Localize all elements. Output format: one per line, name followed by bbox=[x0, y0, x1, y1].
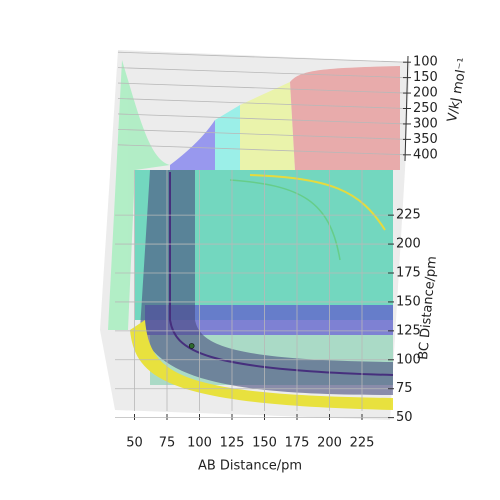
surface-rim bbox=[130, 320, 393, 410]
surface bbox=[108, 60, 400, 410]
surface-wall-left bbox=[108, 60, 170, 330]
x-tick-label: 75 bbox=[159, 436, 176, 451]
x-tick-label: 100 bbox=[187, 436, 212, 451]
contour bbox=[169, 172, 394, 376]
x-axis-label: AB Distance/pm bbox=[198, 459, 302, 474]
grid-line bbox=[117, 113, 407, 125]
grid-line bbox=[117, 98, 407, 109]
grid-line bbox=[117, 82, 407, 94]
point bbox=[188, 343, 195, 349]
z-tick-label: 300 bbox=[413, 116, 438, 131]
z-tick-label: 250 bbox=[413, 101, 438, 116]
x-tick-label: 150 bbox=[252, 436, 277, 451]
z-tick-label: 350 bbox=[413, 132, 438, 147]
z-tick-label: 400 bbox=[413, 147, 438, 162]
grid-line bbox=[117, 144, 407, 156]
y-tick-label: 175 bbox=[396, 266, 421, 281]
x-tick-label: 225 bbox=[350, 436, 375, 451]
y-tick-label: 50 bbox=[396, 410, 413, 425]
surface-wall-cyan bbox=[215, 105, 240, 170]
x-tick-label: 200 bbox=[317, 436, 342, 451]
x-tick-label: 50 bbox=[126, 436, 143, 451]
y-tick-label: 75 bbox=[396, 381, 413, 396]
y-tick-label: 100 bbox=[396, 352, 421, 367]
y-tick-label: 200 bbox=[396, 237, 421, 252]
surface-wall-blue bbox=[170, 120, 215, 170]
contour bbox=[249, 174, 386, 231]
x-tick-label: 175 bbox=[285, 436, 310, 451]
contour bbox=[229, 179, 341, 261]
z-tick-label: 150 bbox=[413, 70, 438, 85]
grid-line bbox=[117, 128, 407, 140]
z-axis-label: V/kJ mol⁻¹ bbox=[445, 57, 471, 124]
grid-line bbox=[117, 51, 407, 63]
z-tick-label: 100 bbox=[413, 55, 438, 70]
y-tick-label: 125 bbox=[396, 323, 421, 338]
grid-line bbox=[117, 67, 407, 79]
y-tick-label: 150 bbox=[396, 294, 421, 309]
y-tick-label: 225 bbox=[396, 208, 421, 223]
x-tick-label: 125 bbox=[220, 436, 245, 451]
z-tick-label: 200 bbox=[413, 86, 438, 101]
surface-valley bbox=[140, 170, 393, 395]
